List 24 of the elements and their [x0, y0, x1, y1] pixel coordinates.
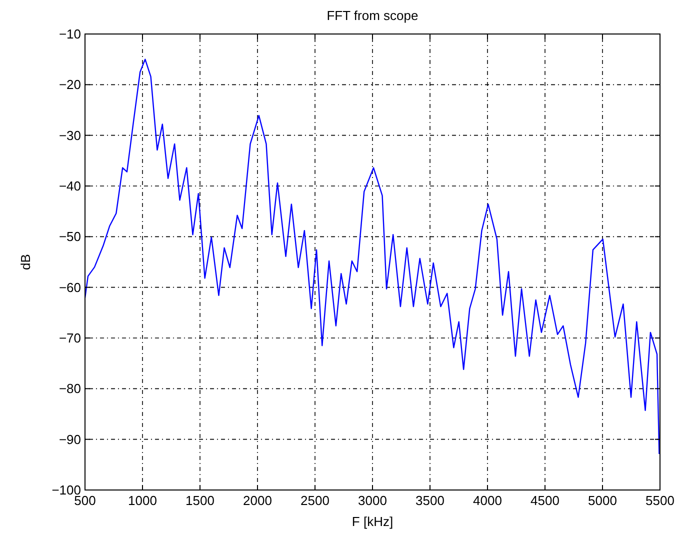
chart-title: FFT from scope	[326, 8, 418, 23]
y-tick-label: −60	[58, 280, 81, 295]
x-tick-label: 5500	[646, 493, 674, 508]
x-tick-label: 5000	[588, 493, 617, 508]
x-tick-label: 2000	[243, 493, 272, 508]
y-tick-label: −10	[58, 26, 81, 42]
x-tick-label: 4500	[530, 493, 560, 508]
x-tick-label: 3500	[416, 493, 444, 508]
x-tick-label: 1000	[128, 493, 157, 508]
y-tick-label: −80	[58, 381, 81, 396]
line-series	[85, 58, 660, 455]
x-tick-label: 1500	[186, 493, 214, 508]
y-tick-label: −100	[52, 482, 81, 498]
y-tick-label: −70	[58, 330, 81, 346]
y-tick-label: −90	[58, 432, 81, 447]
y-tick-label: −40	[58, 178, 81, 194]
x-tick-label: 2500	[300, 493, 330, 508]
x-tick-label: 3000	[358, 493, 387, 508]
x-tick-label: 4000	[473, 493, 502, 508]
x-axis-title: F [kHz]	[352, 514, 394, 529]
y-tick-label: −30	[58, 128, 81, 143]
y-tick-label: −50	[58, 229, 81, 244]
y-axis-title: dB	[18, 254, 33, 270]
y-tick-label: −20	[58, 77, 81, 92]
